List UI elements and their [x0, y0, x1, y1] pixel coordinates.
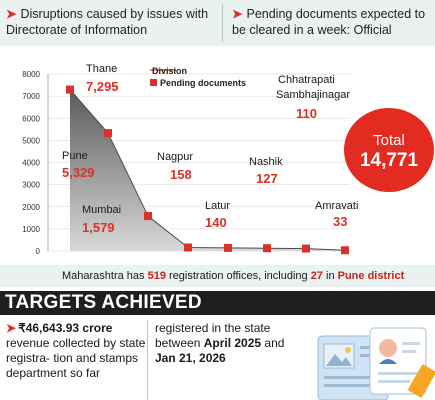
- red-arrow-icon: ➤: [6, 321, 17, 335]
- chart-area-fill: [70, 89, 345, 251]
- red-arrow-icon: ➤: [232, 7, 243, 21]
- point-mumbai: [144, 212, 152, 221]
- point-thane: [66, 85, 74, 94]
- label-mumbai: Mumbai: [82, 204, 121, 216]
- registration-text: registered in the state between April 20…: [155, 321, 285, 365]
- value-chhatrapati-sambhajinagar: 110: [296, 106, 317, 121]
- y-tick-label: 0: [36, 247, 41, 256]
- top-bullets: ➤ Disruptions caused by issues with Direc…: [0, 0, 435, 46]
- documents-illustration: [317, 327, 435, 400]
- label-pune: Pune: [62, 150, 88, 162]
- label-nagpur: Nagpur: [157, 151, 193, 163]
- label-latur: Latur: [205, 200, 230, 212]
- point-latur: [224, 243, 232, 252]
- y-tick-label: 8000: [22, 70, 40, 79]
- total-value: 14,771: [359, 150, 419, 171]
- targets-heading: TARGETS ACHIEVED: [0, 291, 435, 315]
- value-thane: 7,295: [86, 79, 119, 94]
- offices-count: 519: [147, 270, 166, 282]
- chart-line: [69, 89, 346, 251]
- y-tick-label: 5000: [22, 136, 40, 145]
- bullet-pending-cleared: ➤ Pending documents expected to be cleare…: [232, 7, 426, 37]
- legend-square-icon: [150, 79, 157, 86]
- bullet-disruptions: ➤ Disruptions caused by issues with Direc…: [6, 7, 209, 37]
- value-mumbai: 1,579: [82, 220, 115, 235]
- divider: [222, 4, 223, 42]
- info-band: Maharashtra has 519 registration offices…: [0, 265, 435, 287]
- point-chhatrapati-sambhajinagar: [302, 244, 310, 253]
- revenue-description: revenue collected by state registra- tio…: [6, 336, 146, 380]
- revenue-text: ➤ ₹46,643.93 crore revenue collected by s…: [6, 321, 146, 381]
- label-thane: Thane: [86, 63, 117, 75]
- pune-district: Pune district: [337, 270, 405, 282]
- y-tick-label: 7000: [22, 92, 40, 101]
- value-latur: 140: [205, 215, 227, 230]
- value-nagpur: 158: [170, 167, 192, 182]
- red-arrow-icon: ➤: [6, 7, 17, 21]
- legend-division-label: Division: [152, 66, 187, 76]
- label-amravati: Amravati: [315, 200, 358, 212]
- point-amravati: [341, 246, 349, 255]
- y-tick-label: 6000: [22, 114, 40, 123]
- total-bubble: Total 14,771: [344, 108, 434, 192]
- y-tick-label: 1000: [22, 225, 40, 234]
- pune-count: 27: [310, 270, 323, 282]
- label-nashik: Nashik: [249, 156, 283, 168]
- y-tick-label: 4000: [22, 159, 40, 168]
- label-chhatrapati-sambhajinagar-line2: Sambhajinagar: [276, 89, 350, 101]
- divider: [147, 320, 148, 400]
- y-tick-label: 3000: [22, 181, 40, 190]
- point-nashik: [263, 244, 271, 253]
- label-chhatrapati-sambhajinagar-line1: Chhatrapati: [278, 74, 335, 86]
- legend-pending-label: Pending documents: [160, 78, 246, 88]
- value-amravati: 33: [333, 214, 347, 229]
- y-tick-label: 2000: [22, 203, 40, 212]
- revenue-amount: ₹46,643.93 crore: [18, 321, 113, 335]
- legend: Division Pending documents: [150, 66, 246, 88]
- value-nashik: 127: [256, 171, 278, 186]
- point-nagpur: [184, 243, 192, 252]
- total-label: Total: [373, 132, 405, 149]
- point-pune: [104, 129, 112, 138]
- chart-svg: 8000 7000 6000 5000 4000 3000 2000 1000 0 Thane 7…: [22, 63, 358, 256]
- value-pune: 5,329: [62, 165, 95, 180]
